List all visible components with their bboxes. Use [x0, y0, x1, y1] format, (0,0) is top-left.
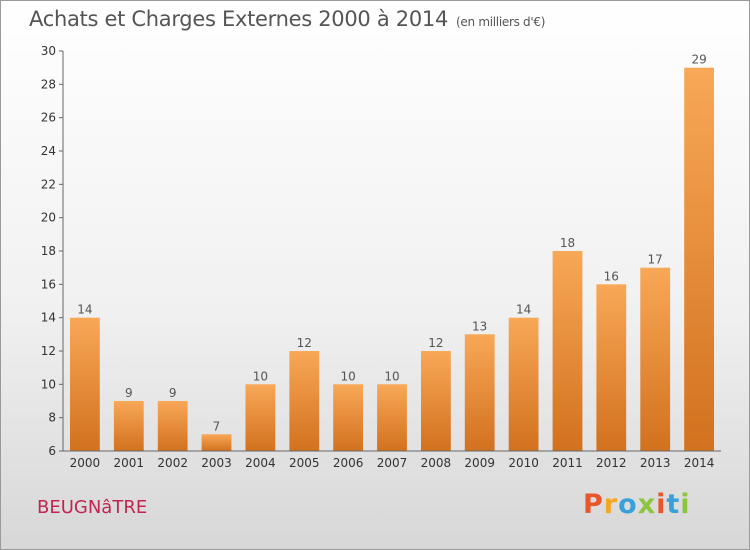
x-tick-label-2011: 2011	[552, 456, 583, 470]
axes-group: 2000 2001 2002 2003 2004 2005 2006 2007 2008 2009…	[41, 44, 721, 470]
bar-2002	[157, 401, 188, 451]
x-tick-label-2010: 2010	[508, 456, 539, 470]
value-label-2012: 16	[604, 269, 619, 283]
value-label-2009: 13	[472, 319, 487, 333]
value-label-2007: 10	[384, 369, 399, 383]
commune-name: BEUGNâTRE	[37, 497, 148, 518]
y-tick-label-20: 20	[41, 211, 56, 225]
bar-2011	[552, 251, 583, 451]
y-tick-label-26: 26	[41, 111, 56, 125]
logo-letter: o	[618, 489, 638, 520]
x-tick-label-2013: 2013	[640, 456, 671, 470]
y-tick-label-22: 22	[41, 177, 56, 191]
x-tick-label-2012: 2012	[596, 456, 627, 470]
bar-2012	[596, 284, 627, 451]
x-tick-label-2006: 2006	[333, 456, 364, 470]
chart-title: Achats et Charges Externes 2000 à 2014 (e…	[29, 7, 545, 31]
bar-2009	[464, 334, 495, 451]
logo-letter: t	[666, 489, 681, 520]
y-tick-label-8: 8	[48, 411, 56, 425]
bar-2006	[333, 384, 363, 451]
value-label-2006: 10	[340, 369, 355, 383]
value-label-2004: 10	[253, 369, 268, 383]
logo-letter: x	[637, 489, 657, 520]
y-tick-label-30: 30	[41, 44, 56, 58]
value-label-2001: 9	[125, 386, 133, 400]
y-tick-label-28: 28	[41, 77, 56, 91]
x-tick-label-2014: 2014	[684, 456, 715, 470]
value-label-2005: 12	[297, 336, 312, 350]
y-tick-label-16: 16	[41, 277, 56, 291]
y-tick-label-6: 6	[48, 444, 56, 458]
bars-group	[70, 67, 714, 451]
value-label-2011: 18	[560, 236, 575, 250]
value-label-2003: 7	[213, 419, 221, 433]
bar-2013	[640, 267, 671, 451]
chart-title-text: Achats et Charges Externes 2000 à 2014	[29, 7, 449, 31]
x-tick-label-2008: 2008	[421, 456, 452, 470]
bar-2000	[70, 317, 100, 451]
bar-2010	[508, 317, 539, 451]
bar-2008	[421, 351, 451, 451]
logo-letter: P	[583, 489, 604, 520]
bar-2004	[245, 384, 276, 451]
value-labels-group: 14 9 9 7 10 12 10 10 12 13 14 18 16 17 29	[77, 53, 706, 434]
chart-unit-label: (en milliers d'€)	[456, 15, 546, 29]
bar-2005	[289, 351, 320, 451]
x-tick-label-2007: 2007	[377, 456, 408, 470]
value-label-2014: 29	[691, 53, 706, 67]
value-label-2002: 9	[169, 386, 177, 400]
y-tick-label-10: 10	[41, 377, 56, 391]
logo-letter: i	[680, 489, 691, 520]
logo-letter: i	[656, 489, 667, 520]
bar-2014	[684, 67, 714, 451]
x-tick-label-2003: 2003	[201, 456, 232, 470]
x-tick-label-2000: 2000	[70, 456, 101, 470]
value-label-2000: 14	[77, 303, 92, 317]
proxiti-logo: Proxiti	[583, 489, 691, 520]
x-tick-label-2001: 2001	[114, 456, 145, 470]
y-tick-label-14: 14	[41, 311, 56, 325]
x-tick-label-2005: 2005	[289, 456, 320, 470]
x-tick-label-2002: 2002	[157, 456, 188, 470]
bar-2003	[201, 434, 232, 451]
value-label-2008: 12	[428, 336, 443, 350]
x-tick-label-2009: 2009	[464, 456, 495, 470]
value-label-2010: 14	[516, 303, 531, 317]
logo-letter: r	[603, 489, 619, 520]
bar-2007	[377, 384, 407, 451]
x-tick-label-2004: 2004	[245, 456, 276, 470]
y-tick-label-24: 24	[41, 144, 56, 158]
bar-2001	[113, 401, 144, 451]
y-tick-label-18: 18	[41, 244, 56, 258]
value-label-2013: 17	[648, 253, 663, 267]
y-tick-label-12: 12	[41, 344, 56, 358]
